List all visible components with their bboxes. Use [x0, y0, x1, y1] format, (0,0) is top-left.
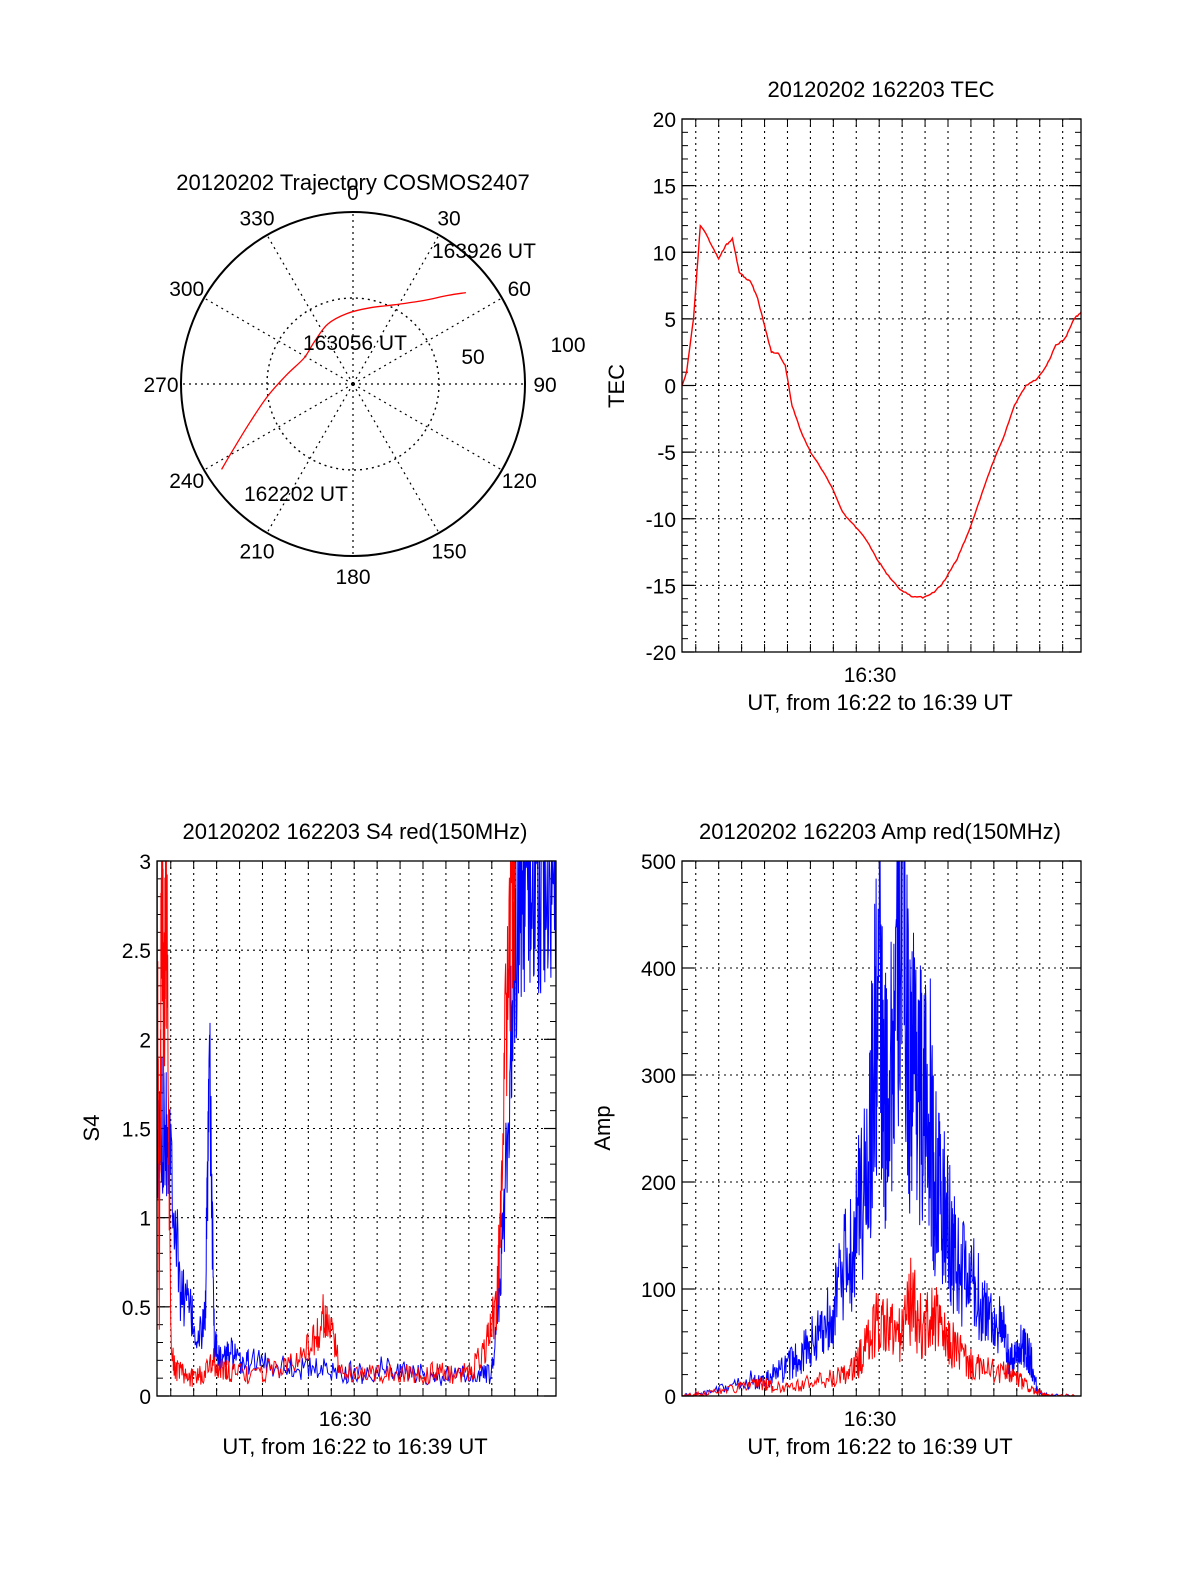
- s4-panel: 20120202 162203 S4 red(150MHz) 3 2.5 2 1.5 1…: [79, 819, 557, 1459]
- polar-spoke: [203, 297, 354, 385]
- amp-y-tick-label: 0: [664, 1386, 676, 1409]
- azimuth-label-120: 120: [502, 470, 537, 493]
- s4-y-tick-label: 2: [139, 1029, 151, 1052]
- amp-title: 20120202 162203 Amp red(150MHz): [699, 819, 1061, 844]
- azimuth-label-180: 180: [335, 566, 370, 589]
- azimuth-label-300: 300: [169, 278, 204, 301]
- tec-y-tick-labels: 20 15 10 5 0 -5 -10 -15 -20: [646, 109, 676, 665]
- s4-series-red-line: [157, 861, 516, 1387]
- amp-y-tick-label: 400: [641, 958, 676, 981]
- polar-spoke: [266, 383, 354, 534]
- tec-y-tick-label: 20: [653, 109, 676, 132]
- s4-y-tick-label: 1: [139, 1208, 151, 1231]
- azimuth-label-240: 240: [169, 470, 204, 493]
- s4-y-tick-label: 1.5: [122, 1119, 151, 1142]
- s4-series-blue-line: [157, 861, 556, 1386]
- amp-plot-frame: [681, 860, 1082, 1397]
- tec-x-tick-1630: 16:30: [844, 664, 897, 687]
- azimuth-labels: 0 30 60 90 120 150 180 210 240 270 300 330: [143, 182, 556, 589]
- tec-title: 20120202 162203 TEC: [767, 77, 994, 102]
- tec-plot-frame: [681, 118, 1082, 653]
- amp-x-axis-label: UT, from 16:22 to 16:39 UT: [747, 1434, 1012, 1459]
- trajectory-polar-plot: 20120202 Trajectory COSMOS2407 0 30 60 90 12…: [143, 170, 585, 589]
- s4-title: 20120202 162203 S4 red(150MHz): [183, 819, 528, 844]
- amp-y-tick-label: 100: [641, 1279, 676, 1302]
- azimuth-label-270: 270: [143, 374, 178, 397]
- tec-y-tick-label: -20: [646, 642, 676, 665]
- polar-spoke: [266, 234, 354, 385]
- s4-y-tick-labels: 3 2.5 2 1.5 1 0.5 0: [122, 851, 151, 1409]
- s4-y-tick-label: 0: [139, 1386, 151, 1409]
- polar-spoke: [352, 383, 440, 534]
- amp-grid: [682, 860, 1081, 1397]
- s4-series-group: [157, 861, 556, 1387]
- trajectory-mid-label: 163056 UT: [303, 332, 407, 355]
- tec-y-tick-label: -5: [657, 442, 676, 465]
- azimuth-label-90: 90: [533, 374, 556, 397]
- tec-series-group: [682, 224, 1081, 599]
- tec-y-tick-label: 0: [664, 376, 676, 399]
- s4-x-tick-1630: 16:30: [319, 1408, 372, 1431]
- tec-x-axis-label: UT, from 16:22 to 16:39 UT: [747, 690, 1012, 715]
- s4-y-tick-label: 0.5: [122, 1297, 151, 1320]
- s4-y-tick-label: 3: [139, 851, 151, 874]
- ring-label-100: 100: [550, 334, 585, 357]
- polar-grid: [181, 212, 525, 556]
- tec-y-tick-label: 5: [664, 309, 676, 332]
- amp-x-tick-1630: 16:30: [844, 1408, 897, 1431]
- amp-y-tick-label: 300: [641, 1065, 676, 1088]
- amp-series-group: [682, 861, 1081, 1396]
- amp-series-red-line: [682, 1257, 1081, 1396]
- trajectory-title: 20120202 Trajectory COSMOS2407: [176, 170, 529, 195]
- polar-outer-ring: [180, 211, 526, 557]
- tec-y-axis-label: TEC: [604, 364, 629, 408]
- tec-series-red-line: [682, 224, 1081, 599]
- polar-spoke: [352, 234, 440, 385]
- tec-y-tick-label: -10: [646, 509, 676, 532]
- azimuth-label-60: 60: [508, 278, 531, 301]
- azimuth-label-210: 210: [239, 540, 274, 563]
- tec-panel: 20120202 162203 TEC 20151050-5-10-15-20 …: [604, 77, 1082, 715]
- azimuth-label-150: 150: [431, 540, 466, 563]
- azimuth-label-30: 30: [437, 208, 460, 231]
- tec-y-tick-label: 15: [653, 176, 676, 199]
- s4-x-axis-label: UT, from 16:22 to 16:39 UT: [222, 1434, 487, 1459]
- amp-series-blue-line: [682, 861, 1081, 1396]
- trajectory-line: [221, 291, 467, 470]
- trajectory-start-label: 162202 UT: [244, 483, 348, 506]
- azimuth-label-330: 330: [239, 208, 274, 231]
- polar-inner-ring: [266, 297, 440, 471]
- amp-panel: 20120202 162203 Amp red(150MHz) 500 400 30…: [590, 819, 1082, 1459]
- amp-y-tick-label: 200: [641, 1172, 676, 1195]
- tec-y-tick-label: 10: [653, 242, 676, 265]
- polar-spoke: [352, 383, 503, 471]
- trajectory-end-label: 163926 UT: [432, 240, 536, 263]
- polar-spoke: [203, 383, 354, 471]
- polar-spoke: [352, 297, 503, 385]
- azimuth-label-0: 0: [347, 182, 359, 205]
- tec-y-tick-label: -15: [646, 575, 676, 598]
- s4-y-tick-label: 2.5: [122, 940, 151, 963]
- s4-plot-frame: [156, 860, 557, 1397]
- tec-grid: [682, 118, 1081, 653]
- amp-y-tick-labels: 500 400 300 200 100 0: [641, 851, 676, 1409]
- s4-y-axis-label: S4: [79, 1115, 104, 1142]
- ring-label-50: 50: [461, 346, 484, 369]
- amp-y-axis-label: Amp: [590, 1105, 615, 1150]
- amp-y-tick-label: 500: [641, 851, 676, 874]
